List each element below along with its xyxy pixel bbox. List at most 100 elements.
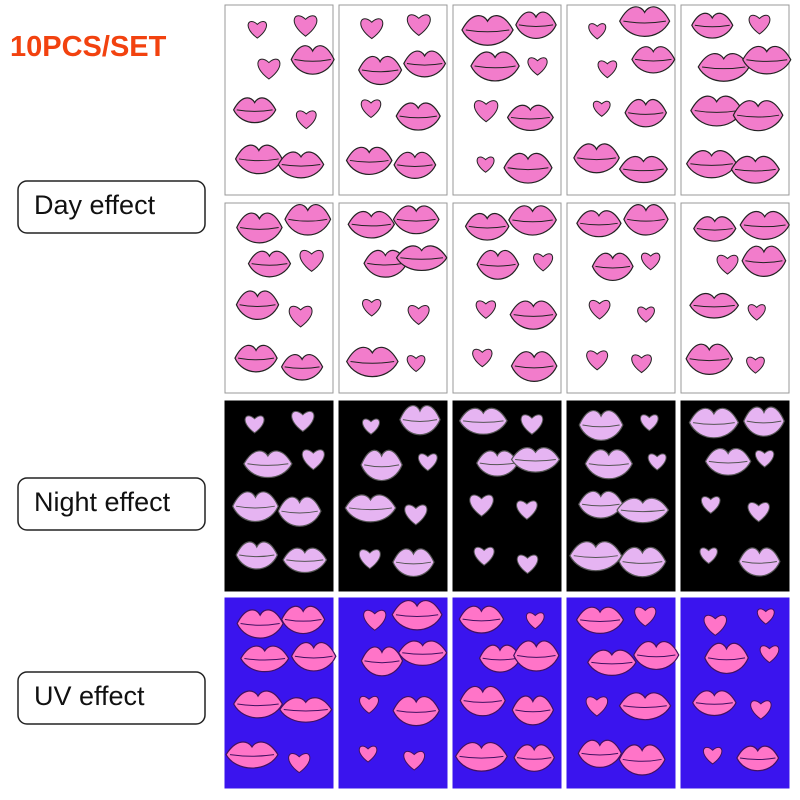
heart-sticker [533,253,553,272]
heart-sticker [473,546,495,566]
heart-sticker [359,695,379,714]
lips-line [361,69,399,73]
sticker-sheet [224,4,335,196]
label: Day effect [34,190,156,220]
lips-line [577,157,616,161]
lips-sticker [618,6,671,37]
heart-sticker [586,350,608,371]
sticker-sheet [224,400,334,592]
sticker-sheet [680,202,790,394]
lips-line [580,619,621,622]
lips-line [741,560,777,564]
lips-line [350,360,395,364]
lips-line [294,58,331,62]
heart-sticker [588,23,607,40]
lips-sticker [575,606,625,634]
heart-sticker [585,696,608,717]
lips-sticker [363,249,408,278]
lips-sticker [741,245,787,277]
lips-sticker [232,491,279,522]
lips-sticker [284,204,332,236]
lips-sticker [476,249,520,280]
lips-sticker [508,205,557,236]
lips-sticker [461,15,514,46]
heart-sticker [640,414,659,432]
lips-sticker [277,496,322,527]
lips-line [237,703,279,707]
sticker-sheet [680,4,792,196]
sheet-background [566,202,676,394]
lips-sticker [280,354,324,381]
lips-line [637,654,676,658]
heart-sticker [363,609,387,631]
lips-sticker [697,53,750,82]
sticker-sheet [566,400,676,592]
lips-sticker [247,250,292,278]
lips-sticker [623,204,669,236]
lips-line [507,167,549,171]
lips-line [240,227,279,230]
heart-sticker [403,750,425,771]
lips-line [581,503,620,507]
lips-sticker [454,742,508,772]
lips-line [238,158,279,162]
lips-line [635,58,672,62]
lips-line [288,218,328,222]
lips-sticker [234,144,283,175]
lips-line [745,260,783,264]
lips-sticker [577,739,623,768]
lips-line [591,661,633,665]
heart-sticker [404,504,428,526]
lips-sticker [631,46,676,74]
lips-line [284,618,322,622]
lips-sticker [591,252,634,281]
heart-sticker [520,414,544,435]
lips-sticker [513,744,556,772]
heart-sticker [597,60,618,79]
lips-line [707,657,746,661]
heart-sticker [362,299,382,317]
lips-sticker [503,152,553,184]
lips-sticker [282,547,328,574]
lips-line [283,709,328,712]
lips-sticker [578,410,624,441]
lips-line [396,710,436,713]
lips-line [517,654,556,658]
heart-sticker [257,58,281,80]
lips-line [459,755,504,759]
lips-line [247,463,289,466]
heart-sticker [476,156,495,173]
lips-sticker [478,644,522,673]
lips-sticker [225,741,279,769]
lips-line [622,758,662,762]
lips-line [514,365,554,369]
sticker-sheet [452,202,562,394]
lips-sticker [624,99,668,128]
lips-line [739,757,776,761]
lips-sticker [510,351,558,382]
lips-line [734,168,776,172]
lips-line [695,702,733,705]
heart-sticker [474,100,499,123]
lips-line [240,623,280,626]
lips-line [251,263,288,266]
heart-sticker [746,356,765,374]
lips-sticker [243,450,293,478]
heart-sticker [701,496,721,514]
heart-sticker [756,608,775,625]
lips-sticker [459,685,506,717]
lips-sticker [395,245,448,271]
lips-sticker [689,293,740,319]
heart-sticker [469,494,494,517]
heart-sticker [747,304,766,321]
lips-line [395,614,439,618]
lips-sticker [743,406,785,437]
lips-line [480,263,516,267]
heart-sticker [748,14,771,35]
lips-line [692,422,735,425]
lips-sticker [618,692,672,721]
heart-sticker [592,100,611,117]
lips-sticker [458,407,508,435]
